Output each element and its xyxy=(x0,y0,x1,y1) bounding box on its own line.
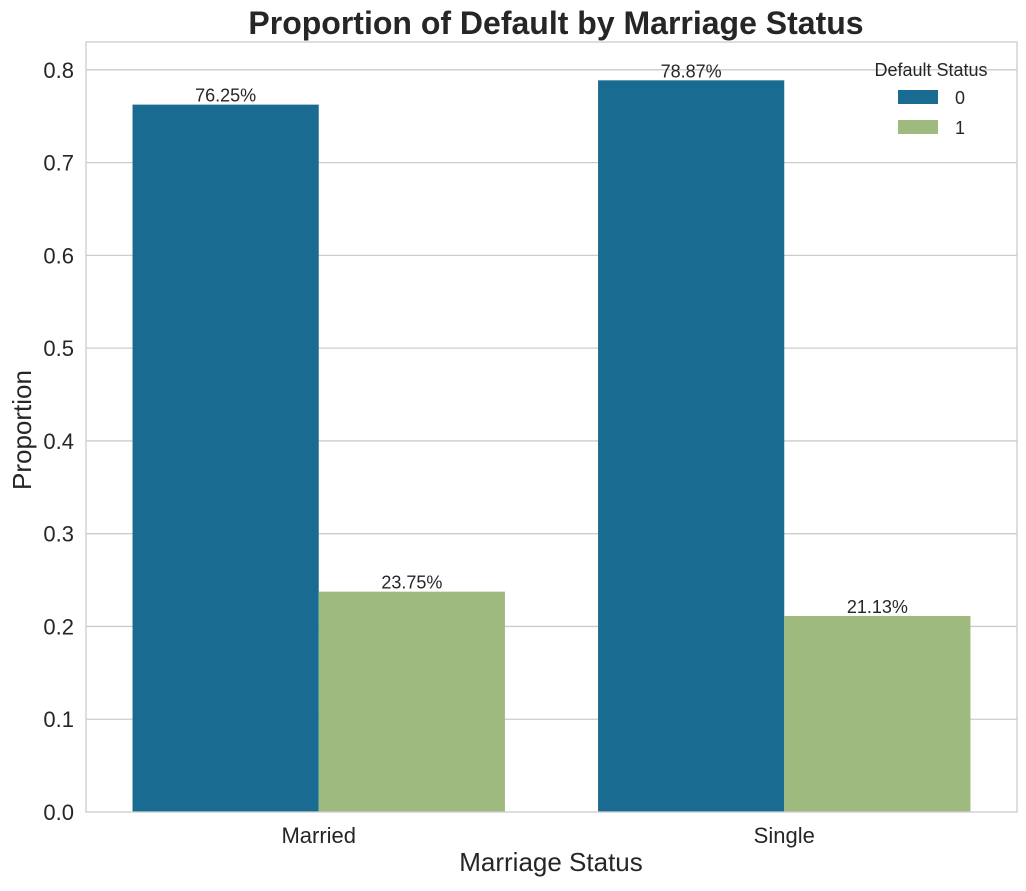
legend: Default Status 01 xyxy=(874,60,987,138)
y-tick-label: 0.6 xyxy=(43,243,74,268)
y-tick-label: 0.5 xyxy=(43,336,74,361)
bar-single-0 xyxy=(598,80,785,813)
x-tick-label: Single xyxy=(754,823,815,848)
y-axis-ticks: 0.0 0.1 0.2 0.3 0.4 0.5 0.6 0.7 0.8 xyxy=(43,58,74,825)
y-tick-label: 0.2 xyxy=(43,614,74,639)
bar-married-1 xyxy=(318,591,505,812)
legend-label: 0 xyxy=(955,88,965,108)
y-tick-label: 0.1 xyxy=(43,707,74,732)
plot-frame xyxy=(85,41,1018,813)
bar-value-labels: 76.25% 23.75% 78.87% 21.13% xyxy=(195,61,908,617)
bar-value-label: 23.75% xyxy=(381,573,442,593)
bars xyxy=(132,80,971,813)
y-tick-label: 0.7 xyxy=(43,151,74,176)
x-axis-label: Marriage Status xyxy=(459,847,643,877)
bar-married-0 xyxy=(132,104,319,812)
x-tick-label: Married xyxy=(281,823,356,848)
y-tick-label: 0.3 xyxy=(43,522,74,547)
x-axis-ticks: Married Single xyxy=(281,823,814,848)
legend-label: 1 xyxy=(955,118,965,138)
legend-swatch xyxy=(898,120,938,134)
y-tick-label: 0.0 xyxy=(43,800,74,825)
legend-items: 01 xyxy=(898,88,965,138)
y-tick-label: 0.4 xyxy=(43,429,74,454)
bar-value-label: 21.13% xyxy=(847,597,908,617)
y-tick-label: 0.8 xyxy=(43,58,74,83)
bar-value-label: 78.87% xyxy=(661,61,722,81)
bar-value-label: 76.25% xyxy=(195,86,256,106)
chart-title: Proportion of Default by Marriage Status xyxy=(248,5,863,41)
y-axis-label: Proportion xyxy=(7,370,37,490)
bar-single-1 xyxy=(784,615,971,812)
legend-title: Default Status xyxy=(874,60,987,80)
legend-swatch xyxy=(898,90,938,104)
